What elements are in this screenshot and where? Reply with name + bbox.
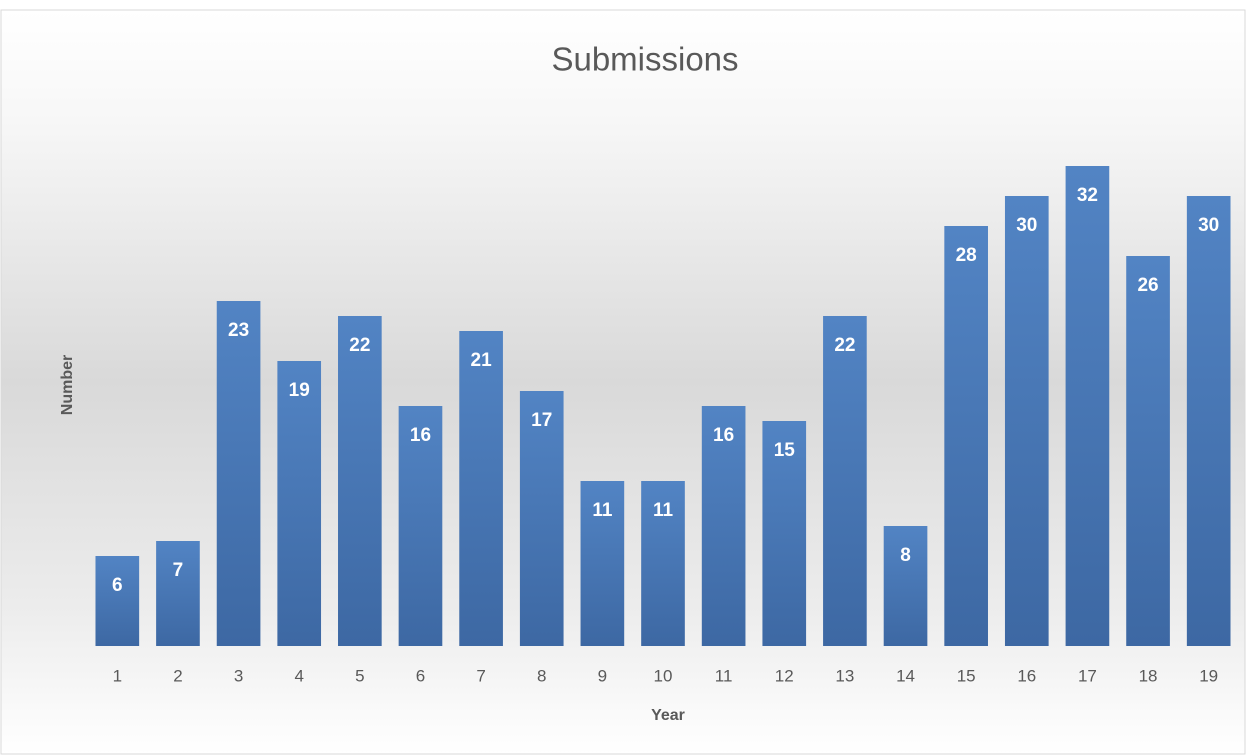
data-label: 6 — [112, 575, 123, 596]
bar — [1065, 166, 1110, 646]
data-label: 32 — [1077, 185, 1098, 206]
data-label: 26 — [1137, 275, 1158, 296]
x-tick-label: 3 — [234, 666, 243, 685]
bar — [1126, 256, 1170, 646]
data-label: 22 — [834, 335, 855, 356]
y-axis-label: Number — [59, 355, 76, 415]
x-tick-label: 5 — [355, 666, 364, 685]
bar — [762, 421, 807, 646]
x-tick-label: 13 — [835, 666, 854, 685]
bar — [398, 406, 443, 646]
x-tick-label: 16 — [1017, 666, 1036, 685]
data-label: 15 — [774, 440, 796, 461]
bar — [277, 361, 322, 646]
data-label: 16 — [410, 425, 431, 446]
bar — [641, 481, 685, 646]
x-tick-label: 11 — [715, 666, 733, 685]
x-axis-label: Year — [651, 707, 685, 724]
data-label: 22 — [349, 335, 370, 356]
x-tick-label: 10 — [654, 666, 673, 685]
bar — [1004, 196, 1049, 646]
bar — [823, 316, 867, 646]
bar — [701, 406, 746, 646]
data-label: 30 — [1016, 215, 1037, 236]
bar — [883, 526, 928, 646]
bar — [338, 316, 382, 646]
x-tick-label: 8 — [537, 666, 546, 685]
chart-title: Submissions — [551, 41, 738, 78]
x-tick-label: 15 — [957, 666, 976, 685]
x-tick-label: 14 — [896, 666, 915, 685]
x-tick-label: 7 — [476, 666, 485, 685]
x-tick-label: 1 — [113, 666, 122, 685]
data-label: 17 — [531, 410, 552, 431]
bar — [1186, 196, 1231, 646]
data-label: 8 — [900, 545, 911, 566]
x-tick-label: 2 — [173, 666, 182, 685]
data-label: 16 — [713, 425, 734, 446]
bar — [216, 301, 261, 646]
data-label: 11 — [653, 500, 674, 521]
data-label: 7 — [173, 560, 184, 581]
data-label: 30 — [1198, 215, 1219, 236]
bar — [944, 226, 988, 646]
data-label: 21 — [471, 350, 493, 371]
x-tick-label: 17 — [1078, 666, 1097, 685]
x-tick-label: 6 — [416, 666, 425, 685]
data-label: 11 — [592, 500, 613, 521]
data-label: 23 — [228, 320, 249, 341]
bar — [156, 541, 200, 646]
data-label: 28 — [956, 245, 977, 266]
data-label: 19 — [289, 380, 310, 401]
bar — [95, 556, 140, 646]
x-tick-label: 4 — [294, 666, 303, 685]
x-tick-label: 9 — [598, 666, 607, 685]
bar — [519, 391, 564, 646]
x-tick-label: 18 — [1139, 666, 1158, 685]
x-tick-label: 19 — [1199, 666, 1218, 685]
bar — [580, 481, 625, 646]
bar — [459, 331, 503, 646]
x-tick-label: 12 — [775, 666, 794, 685]
